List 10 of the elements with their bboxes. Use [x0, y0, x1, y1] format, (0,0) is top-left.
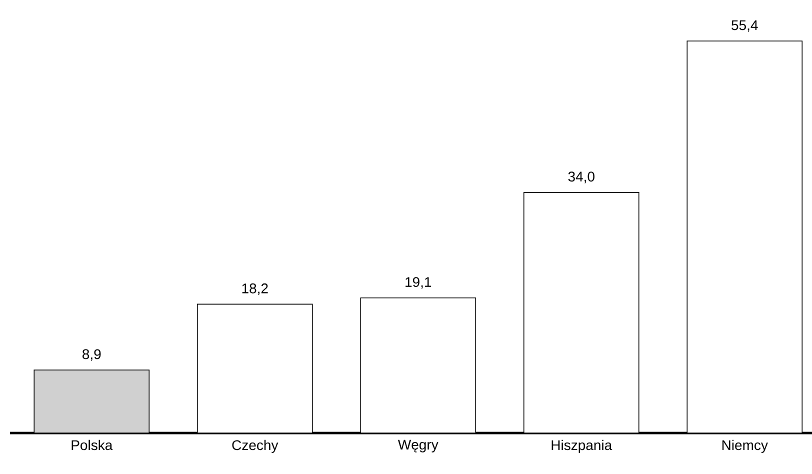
x-tick-label: Czechy — [232, 440, 278, 453]
x-tick-label: Polska — [72, 440, 113, 450]
data-label: 55,4 — [732, 20, 758, 32]
x-tick-label: Niemcy — [722, 440, 768, 453]
x-tick-label: Węgry — [398, 440, 438, 452]
data-label: 18,2 — [242, 283, 268, 296]
data-label: 34,0 — [568, 172, 594, 184]
data-label: 19,1 — [406, 277, 432, 289]
x-tick-label: Hiszpania — [552, 440, 612, 453]
data-label: 8,9 — [82, 349, 101, 361]
